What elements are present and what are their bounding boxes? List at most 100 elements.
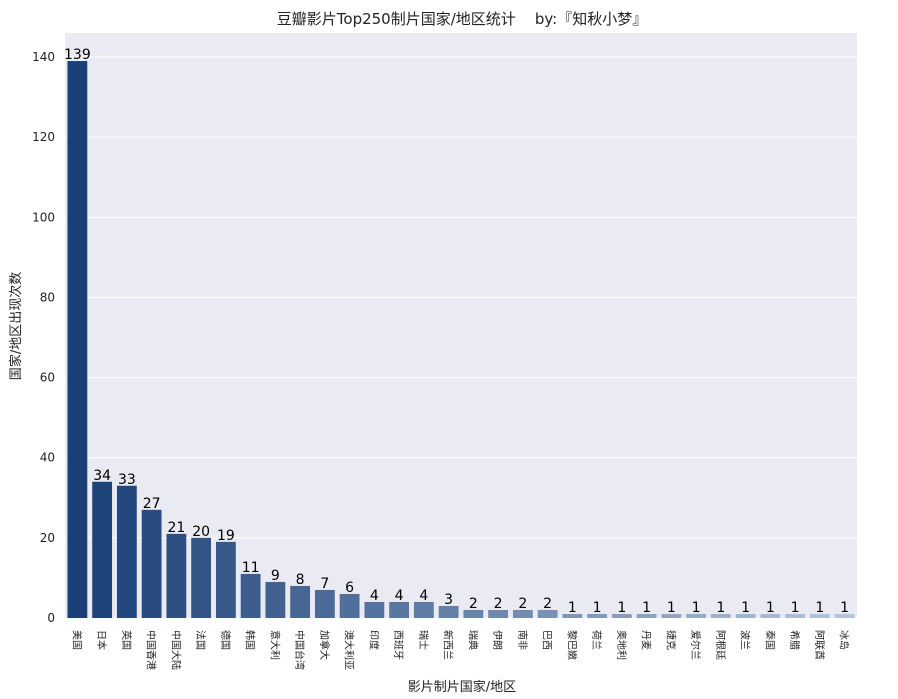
bar [834,613,855,618]
x-tick-label: 巴西 [541,630,553,650]
x-tick-label: 中国香港 [145,630,158,670]
data-label: 11 [242,560,260,576]
bar [166,533,187,618]
data-label: 1 [741,600,750,616]
x-tick-label: 丹麦 [640,630,652,650]
bar [809,613,830,618]
bar [191,537,212,618]
x-tick-label: 日本 [95,630,108,650]
bar [636,613,657,618]
bar [389,601,410,618]
data-label: 1 [716,600,725,616]
x-tick-label: 加拿大 [318,630,331,660]
bar [413,601,434,618]
data-label: 1 [617,600,626,616]
x-tick-label: 波兰 [739,630,752,650]
x-tick-label: 意大利 [268,630,281,660]
x-tick-label: 新西兰 [442,630,455,660]
bar [661,613,682,618]
data-label: 1 [766,600,775,616]
data-label: 4 [370,588,379,604]
x-tick-label: 泰国 [763,630,776,650]
x-tick-label: 美国 [70,630,83,650]
bar [537,609,558,618]
y-tick-label: 20 [40,531,55,545]
data-label: 2 [518,596,527,612]
data-label: 3 [444,592,453,608]
data-label: 34 [93,468,111,484]
y-tick-label: 40 [40,451,55,465]
bar [512,609,533,618]
data-label: 4 [395,588,404,604]
bar [314,589,335,618]
bar [240,573,261,618]
data-label: 1 [692,600,701,616]
x-tick-label: 印度 [367,630,380,650]
data-label: 4 [419,588,428,604]
data-label: 139 [64,47,91,63]
data-label: 2 [543,596,552,612]
bar [364,601,385,618]
bar [785,613,806,618]
x-tick-label: 荷兰 [590,630,603,650]
bar [265,581,286,618]
data-label: 1 [593,600,602,616]
y-tick-label: 80 [40,290,55,304]
x-tick-label: 英国 [120,630,133,650]
x-tick-label: 爱尔兰 [689,630,702,660]
bar [339,593,360,618]
x-tick-label: 黎巴嫩 [565,630,578,660]
x-tick-label: 冰岛 [838,630,851,650]
data-label: 1 [568,600,577,616]
y-axis-label: 国家/地区出现次数 [8,272,24,380]
data-label: 1 [642,600,651,616]
y-tick-label: 100 [32,210,55,224]
data-label: 1 [815,600,824,616]
y-tick-label: 140 [32,50,55,64]
x-tick-label: 捷克 [664,630,677,650]
x-tick-label: 阿联酋 [813,630,826,660]
bar [562,613,583,618]
x-tick-label: 中国大陆 [169,630,182,670]
y-tick-labels: 0 20 40 60 80 100 120 140 [32,50,55,625]
y-tick-label: 60 [40,371,55,385]
bar [116,485,137,618]
data-label: 20 [192,524,210,540]
x-tick-label: 奥地利 [615,630,628,660]
data-label: 33 [118,472,136,488]
data-label: 2 [494,596,503,612]
bar [735,613,756,618]
x-tick-label: 中国台湾 [293,630,306,670]
bars [67,61,855,618]
data-label: 6 [345,580,354,596]
data-label: 19 [217,528,235,544]
x-axis-label: 影片制片国家/地区 [408,679,516,695]
data-label: 2 [469,596,478,612]
bar [67,61,88,618]
x-tick-labels: 美国 日本 英国 中国香港 中国大陆 法国 德国 韩国 意大利 中国台湾 加拿大 澳大利亚 印度 西班牙 瑞… [70,630,850,670]
data-label: 21 [167,520,185,536]
y-tick-label: 0 [47,611,55,625]
bar [686,613,707,618]
x-tick-label: 西班牙 [392,630,404,660]
bar [488,609,509,618]
x-tick-label: 澳大利亚 [343,630,356,670]
y-tick-label: 120 [32,130,55,144]
x-tick-label: 希腊 [788,630,801,650]
data-label: 9 [271,568,280,584]
x-tick-label: 瑞士 [417,630,430,650]
x-tick-label: 伊朗 [491,630,503,650]
bar [215,541,236,618]
chart-title: 豆瓣影片Top250制片国家/地区统计 by:『知秋小梦』 [277,10,647,28]
bar [611,613,632,618]
data-label: 1 [791,600,800,616]
bar [587,613,608,618]
x-tick-label: 南非 [516,630,529,650]
bar [710,613,731,618]
x-tick-label: 法国 [194,630,207,650]
x-tick-label: 德国 [219,630,232,650]
data-label: 8 [296,572,305,588]
data-label: 1 [840,600,849,616]
